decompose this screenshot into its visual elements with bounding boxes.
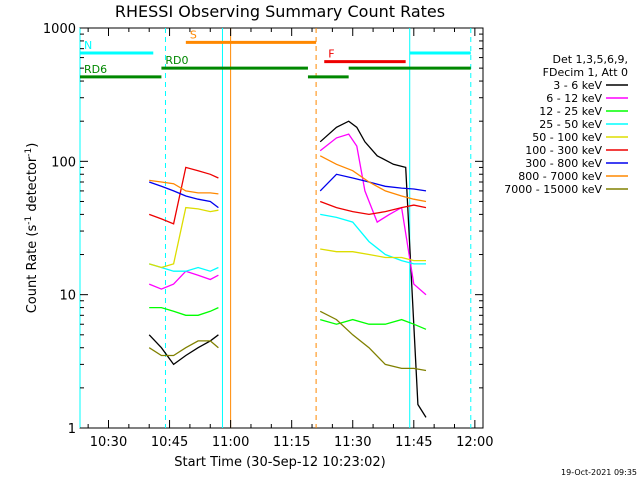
series-line [319, 310, 427, 372]
legend-entry: 3 - 6 keV [553, 79, 602, 92]
x-tick-label: 11:30 [334, 435, 371, 450]
x-tick-label: 11:15 [273, 435, 310, 450]
series-line [320, 318, 427, 330]
flag-label: F [328, 48, 334, 61]
x-tick-label: 11:00 [212, 435, 249, 450]
series-line [149, 306, 219, 316]
legend-entry: 50 - 100 keV [532, 131, 602, 144]
legend-entry: 800 - 7000 keV [518, 170, 602, 183]
x-tick-label: 10:30 [90, 435, 127, 450]
series-line [148, 181, 219, 209]
legend-entry: 6 - 12 keV [546, 92, 602, 105]
x-axis-label: Start Time (30-Sep-12 10:23:02) [174, 455, 385, 470]
y-axis-label: Count Rate (s-1 detector-1) [24, 143, 40, 314]
series-layer [148, 120, 427, 418]
flag-label: S [190, 28, 197, 41]
series-line [148, 340, 219, 357]
y-tick-label: 10 [59, 289, 76, 304]
flag-label: RD6 [84, 63, 107, 76]
legend-entry: 300 - 800 keV [525, 157, 602, 170]
legend: Det 1,3,5,6,9,FDecim 1, Att 03 - 6 keV6 … [504, 53, 628, 196]
y-tick-label: 1 [68, 422, 76, 437]
series-line [319, 133, 427, 296]
series-line [148, 270, 219, 290]
flag-label: RD0 [165, 54, 188, 67]
flag-bars: N S F RD0 RD6 [80, 28, 471, 79]
chart-title: RHESSI Observing Summary Count Rates [115, 2, 445, 21]
series-line [319, 173, 427, 192]
marker-lines [79, 28, 472, 428]
legend-entry: 100 - 300 keV [525, 144, 602, 157]
flag-label: N [84, 39, 92, 52]
x-tick-label: 11:45 [395, 435, 432, 450]
series-line [149, 206, 219, 269]
y-tick-label: 100 [51, 155, 76, 170]
series-line [320, 248, 426, 262]
axes: 10:30 10:45 11:00 11:15 11:30 11:45 12:00 1 10 10… [43, 22, 494, 450]
legend-entry: 12 - 25 keV [539, 105, 602, 118]
series-line [319, 155, 427, 203]
legend-entry: 7000 - 15000 keV [504, 183, 602, 196]
legend-header: Det 1,3,5,6,9, [552, 53, 628, 66]
x-tick-label: 12:00 [456, 435, 493, 450]
legend-entry: 25 - 50 keV [539, 118, 602, 131]
render-timestamp: 19-Oct-2021 09:35 [561, 468, 637, 477]
series-line [319, 200, 427, 216]
legend-header: FDecim 1, Att 0 [543, 66, 628, 79]
series-line [320, 213, 426, 265]
y-tick-label: 1000 [43, 22, 76, 37]
series-line [148, 166, 219, 225]
series-line [319, 120, 427, 418]
x-tick-label: 10:45 [151, 435, 188, 450]
plot-frame [79, 27, 484, 429]
series-line [149, 179, 219, 195]
